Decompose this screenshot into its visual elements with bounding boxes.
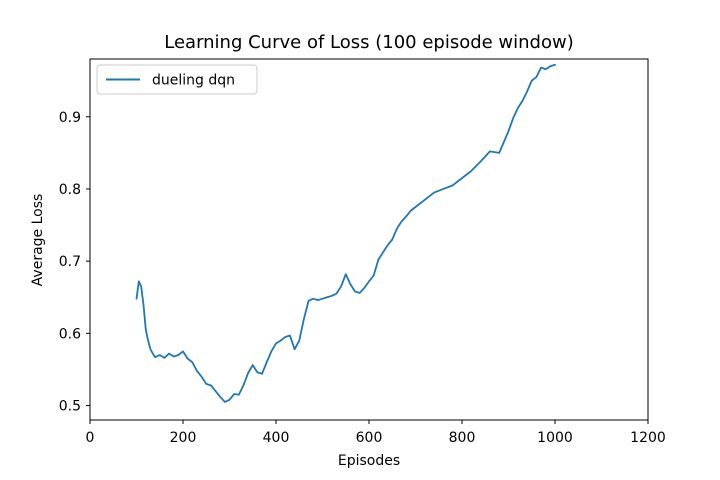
legend: dueling dqn [96,64,258,95]
x-axis: 0 200 400 600 800 1000 1200 [86,420,666,446]
y-tick-label: 0.9 [59,110,81,126]
x-tick-label: 0 [86,430,95,446]
plot-frame [89,58,649,421]
x-tick-label: 600 [356,430,383,446]
x-tick-label: 200 [170,430,197,446]
series-line-dueling-dqn [135,63,556,403]
x-tick-label: 1200 [630,430,666,446]
x-axis-label: Episodes [338,453,400,469]
y-tick-label: 0.5 [59,399,81,415]
legend-box [96,64,258,95]
plot-area [135,63,556,403]
x-tick-label: 1000 [537,430,573,446]
legend-label-dueling-dqn: dueling dqn [152,73,235,89]
chart-title: Learning Curve of Loss (100 episode wind… [164,32,574,53]
y-axis-label: Average Loss [30,194,46,287]
x-tick-label: 800 [449,430,476,446]
y-axis: 0.5 0.6 0.7 0.8 0.9 [59,110,90,415]
y-tick-label: 0.8 [59,182,81,198]
y-tick-label: 0.6 [59,326,81,342]
x-tick-label: 400 [263,430,290,446]
y-tick-label: 0.7 [59,254,81,270]
